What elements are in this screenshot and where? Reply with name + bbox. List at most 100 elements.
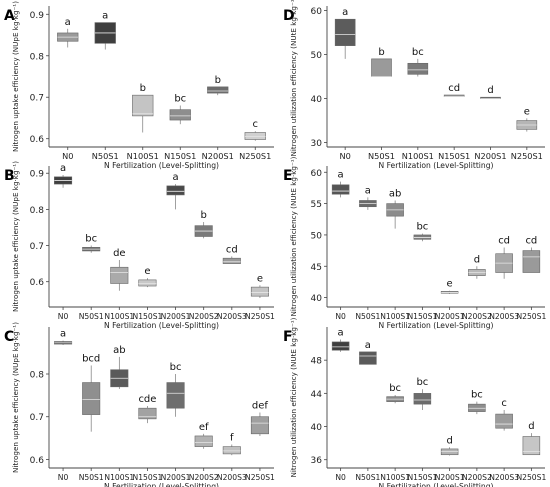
significance-letter: b [201, 210, 207, 221]
x-tick-label: N50S1 [79, 473, 104, 482]
x-tick-label: N250S1 [245, 312, 275, 321]
panel-c: C 0.6 0.7 0.8 a N0 bcd N50S1 ab N100S1 cde N150S1 b… [4, 322, 275, 487]
x-tick-label: N200S3 [489, 473, 519, 482]
x-tick-label: N50S1 [368, 151, 395, 161]
significance-letter: bc [389, 383, 401, 394]
box-iqr [522, 436, 541, 456]
y-tick-label: 44 [311, 390, 323, 400]
significance-letter: a [65, 17, 71, 28]
significance-letter: bc [471, 390, 483, 401]
box-iqr [359, 351, 377, 365]
box-iqr [222, 257, 241, 264]
panel-label-e: E [283, 168, 293, 184]
y-tick-label: 40 [311, 294, 323, 304]
x-tick-label: N200S3 [489, 312, 519, 321]
y-axis-title: Nitrogen utilization efficiency (NUtE kg… [289, 317, 298, 477]
x-axis-title: N Fertilization (Level-Splitting) [104, 161, 219, 170]
box-iqr [495, 413, 513, 429]
box-iqr [138, 279, 157, 287]
panel-f: F 36 40 44 48 a N0 a N50S1 bc N100S1 bc N150S1 d N200… [283, 317, 546, 487]
x-tick-label: N100S1 [380, 312, 410, 321]
x-tick-label: N200S1 [161, 473, 191, 482]
significance-letter: d [528, 421, 534, 432]
y-axis-title: Nitrogen utilization efficiency (NUtE kg… [289, 156, 298, 316]
significance-letter: a [60, 163, 66, 174]
y-axis-title: Nitrogen uptake efficiency (NUpE kg·kg⁻¹… [11, 1, 20, 152]
box-iqr [244, 132, 266, 140]
significance-letter: ef [199, 422, 209, 433]
significance-letter: bcd [82, 353, 100, 364]
x-tick-label: N250S1 [239, 151, 271, 161]
y-tick-label: 0.9 [30, 170, 45, 180]
x-tick-label: N150S1 [164, 151, 196, 161]
box-iqr [169, 109, 191, 121]
x-tick-label: N200S2 [462, 473, 492, 482]
box-iqr [413, 393, 432, 405]
significance-letter: a [172, 172, 178, 183]
significance-letter: ab [113, 345, 125, 356]
box-iqr [132, 94, 154, 117]
panel-label-f: F [283, 329, 293, 345]
significance-letter: f [230, 433, 234, 444]
x-tick-label: N250S1 [516, 312, 546, 321]
x-tick-label: N150S1 [407, 473, 437, 482]
x-tick-label: N250S1 [516, 473, 546, 482]
x-tick-label: N100S1 [380, 473, 410, 482]
box-iqr [371, 58, 392, 77]
x-axis-title: N Fertilization (Level-Splitting) [378, 482, 493, 487]
x-tick-label: N200S3 [217, 312, 247, 321]
y-tick-label: 40 [311, 95, 323, 105]
x-axis-title: N Fertilization (Level-Splitting) [378, 161, 493, 170]
significance-letter: e [447, 279, 453, 290]
box-iqr [250, 416, 269, 435]
box-iqr [194, 435, 213, 447]
box-iqr [138, 407, 157, 420]
significance-letter: bc [85, 234, 97, 245]
panel-a: A 0.6 0.7 0.8 0.9 a N0 a N50S1 b N100S1 bc N150S1 b N… [4, 1, 274, 170]
y-tick-label: 30 [311, 139, 323, 149]
significance-letter: a [365, 340, 371, 351]
x-tick-label: N50S1 [92, 151, 119, 161]
y-tick-label: 55 [311, 200, 322, 210]
y-tick-label: 0.7 [30, 242, 44, 252]
y-tick-label: 0.7 [30, 94, 44, 104]
significance-letter: cd [448, 83, 460, 94]
box-iqr [522, 250, 541, 273]
x-tick-label: N0 [335, 312, 346, 321]
x-tick-label: N200S2 [462, 312, 492, 321]
box-iqr [334, 18, 356, 46]
y-tick-label: 0.6 [30, 278, 45, 288]
box-iqr [207, 86, 229, 94]
significance-letter: d [487, 85, 493, 96]
x-tick-label: N150S1 [407, 312, 437, 321]
y-tick-label: 50 [311, 231, 323, 241]
panel-label-d: D [283, 8, 295, 24]
x-tick-label: N200S1 [435, 312, 465, 321]
significance-letter: cd [498, 235, 510, 246]
y-tick-label: 50 [311, 51, 323, 61]
x-tick-label: N200S1 [435, 473, 465, 482]
x-tick-label: N200S2 [189, 312, 219, 321]
x-tick-label: N100S1 [104, 312, 134, 321]
significance-letter: c [501, 398, 507, 409]
box-iqr [331, 341, 350, 351]
significance-letter: de [113, 248, 126, 259]
box-iqr [468, 403, 486, 412]
y-tick-label: 60 [311, 7, 323, 17]
significance-letter: bc [174, 94, 186, 105]
significance-letter: d [446, 435, 452, 446]
x-tick-label: N0 [58, 473, 69, 482]
x-tick-label: N0 [58, 312, 69, 321]
x-axis-title: N Fertilization (Level-Splitting) [378, 321, 493, 330]
significance-letter: bc [416, 222, 428, 233]
x-tick-label: N0 [62, 151, 73, 161]
significance-letter: a [60, 329, 66, 340]
y-tick-label: 48 [311, 357, 323, 367]
y-tick-label: 0.6 [30, 135, 45, 145]
significance-letter: def [252, 400, 269, 411]
box-iqr [407, 62, 429, 75]
box-iqr [222, 446, 241, 455]
y-axis-title: Nitrogen uptake efficiency (NUpE kg·kg⁻¹… [11, 161, 20, 312]
significance-letter: b [215, 75, 221, 86]
